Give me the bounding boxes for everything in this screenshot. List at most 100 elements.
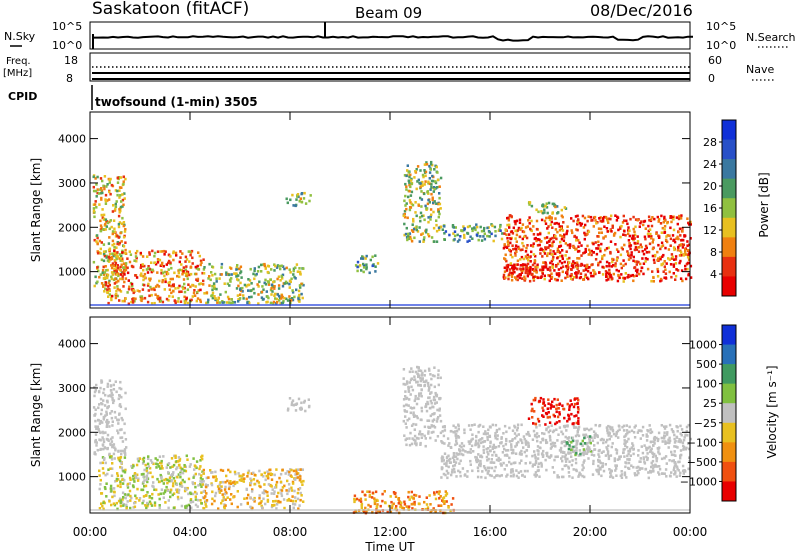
power-cell — [544, 266, 548, 269]
power-cell — [510, 273, 513, 277]
power-cell — [590, 219, 593, 222]
velocity-cell — [116, 418, 119, 422]
power-cell — [536, 263, 539, 267]
velocity-cell — [195, 466, 198, 470]
velocity-cell — [575, 440, 579, 443]
velocity-cell — [653, 435, 656, 439]
velocity-cell — [570, 448, 573, 452]
power-cell — [92, 203, 96, 206]
power-cell — [589, 215, 593, 219]
velocity-cell — [607, 454, 610, 458]
power-cell — [115, 281, 118, 284]
power-cell — [189, 253, 192, 257]
velocity-cell — [626, 458, 629, 461]
power-cell — [676, 235, 679, 239]
velocity-cell — [446, 476, 449, 480]
power-cell — [117, 274, 120, 277]
velocity-cell — [422, 380, 425, 383]
power-cell — [499, 229, 502, 232]
velocity-cell — [410, 385, 413, 389]
power-cell — [659, 247, 662, 251]
velocity-cell — [640, 445, 643, 448]
velocity-cell — [279, 480, 283, 484]
power-cell — [541, 268, 545, 271]
power-cell — [530, 272, 534, 276]
velocity-cell — [445, 464, 448, 468]
velocity-cell — [168, 476, 172, 479]
power-cell — [634, 269, 638, 272]
power-cell — [95, 183, 98, 186]
velocity-cell — [476, 458, 480, 462]
power-cell — [374, 270, 377, 273]
velocity-cell — [523, 469, 527, 473]
power-cell — [669, 215, 673, 218]
power-cell — [661, 262, 665, 265]
power-cell — [120, 186, 123, 189]
power-cell — [533, 260, 537, 263]
power-cell — [510, 278, 514, 282]
velocity-cell — [114, 416, 117, 419]
velocity-cell — [446, 455, 449, 459]
power-cell — [459, 235, 462, 238]
velocity-cell — [609, 471, 612, 474]
velocity-cell — [425, 496, 428, 499]
power-cell — [611, 226, 614, 229]
time-tick-0: 00:00 — [73, 525, 108, 539]
power-cell — [118, 196, 121, 199]
power-cell — [115, 273, 118, 276]
velocity-cell — [518, 452, 522, 456]
velocity-cell — [221, 499, 224, 502]
power-cell — [628, 242, 631, 245]
velocity-cell — [212, 475, 215, 479]
power-cell — [543, 219, 547, 223]
power-cell — [630, 274, 633, 278]
velocity-cell — [487, 469, 490, 473]
velocity-cell — [585, 452, 589, 455]
velocity-colorbar-tick-1: 500 — [696, 358, 717, 371]
power-cell — [515, 219, 519, 223]
velocity-cell — [439, 419, 443, 423]
power-cell — [153, 301, 156, 305]
power-cell — [410, 202, 413, 206]
power-cell — [551, 236, 554, 240]
velocity-cell — [178, 463, 181, 467]
power-cell — [546, 211, 549, 215]
velocity-cell — [280, 494, 284, 498]
power-cell — [687, 273, 690, 277]
velocity-cell — [403, 500, 406, 504]
velocity-cell — [553, 397, 556, 401]
velocity-cell — [476, 475, 480, 479]
power-cell — [273, 294, 276, 297]
power-cell — [292, 269, 295, 273]
velocity-cell — [159, 492, 162, 496]
power-cell — [519, 228, 522, 231]
power-cell — [540, 218, 544, 222]
velocity-cell — [221, 480, 224, 484]
velocity-cell — [183, 464, 186, 467]
power-cell — [566, 243, 570, 247]
power-cell — [122, 262, 126, 265]
power-cell — [152, 286, 156, 290]
velocity-cell — [482, 448, 485, 452]
velocity-cell — [487, 447, 490, 450]
velocity-cell — [494, 445, 498, 449]
velocity-cell — [538, 399, 541, 403]
velocity-cell — [295, 472, 299, 476]
time-axis: 00:00 04:00 08:00 12:00 16:00 20:00 00:00 — [73, 525, 708, 539]
power-cell — [686, 255, 690, 259]
velocity-cell — [475, 434, 478, 438]
power-cell — [541, 248, 545, 252]
power-cell — [92, 175, 95, 179]
power-cell — [431, 196, 434, 200]
velocity-cell — [199, 499, 202, 502]
power-cell — [441, 228, 444, 231]
velocity-cell — [610, 435, 613, 438]
velocity-cell — [222, 496, 225, 499]
velocity-cell — [445, 492, 449, 496]
power-cell — [549, 249, 552, 252]
velocity-cell — [410, 442, 414, 446]
velocity-cell — [450, 473, 453, 477]
power-cell — [431, 174, 434, 178]
power-cell — [462, 225, 465, 228]
power-cell — [525, 246, 528, 250]
